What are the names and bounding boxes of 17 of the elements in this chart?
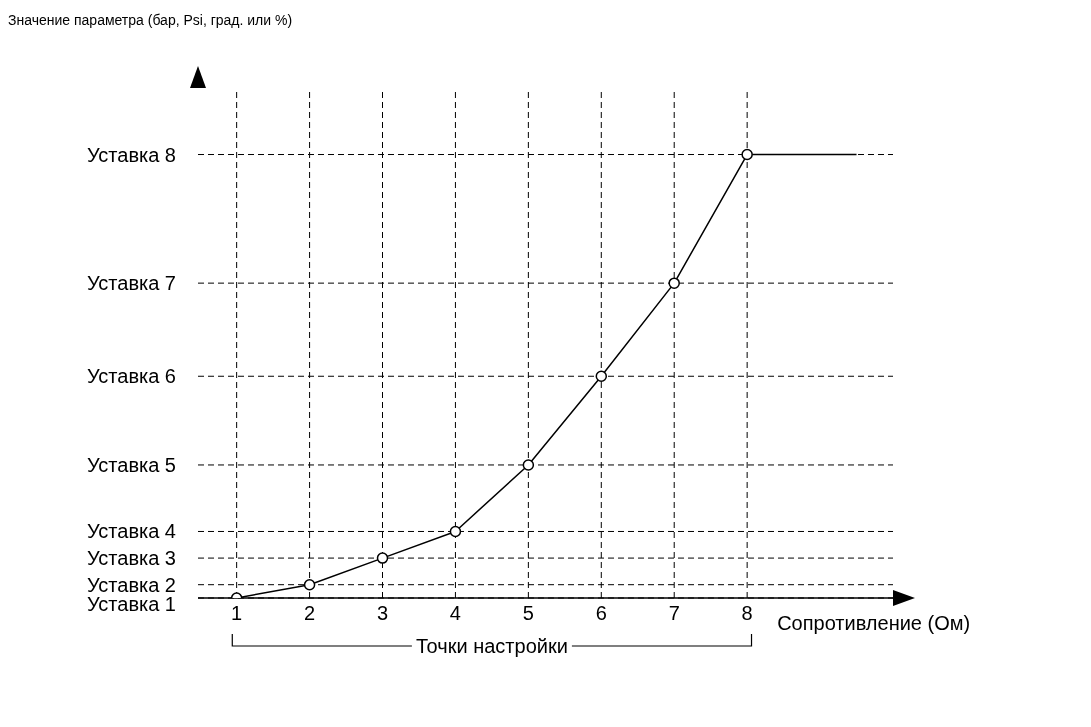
x-tick-label: 3: [376, 602, 389, 625]
x-tick-label: 7: [668, 602, 680, 625]
x-tick-label: 4: [449, 602, 461, 625]
ref-line-label: Уставка 4: [86, 520, 176, 543]
x-tick-label: 5: [522, 602, 534, 625]
chart-title: Значение параметра (бар, Psi, град. или %): [8, 12, 293, 28]
x-tick-label: 1: [231, 602, 243, 625]
text: Точки настройки: [415, 635, 568, 657]
ref-line-label: Уставка 5: [86, 453, 176, 476]
ref-line-label: Уставка 6: [86, 365, 176, 388]
ref-line-label: Уставка 3: [86, 547, 176, 570]
x-tick-label: 2: [304, 602, 316, 625]
ref-line-label: Уставка 8: [86, 143, 176, 166]
x-tick-label: 6: [595, 602, 607, 625]
x-axis-title: Сопротивление (Ом): [777, 612, 971, 634]
ref-line-label: Уставка 7: [86, 272, 176, 295]
x-tick-label: 8: [741, 602, 753, 625]
